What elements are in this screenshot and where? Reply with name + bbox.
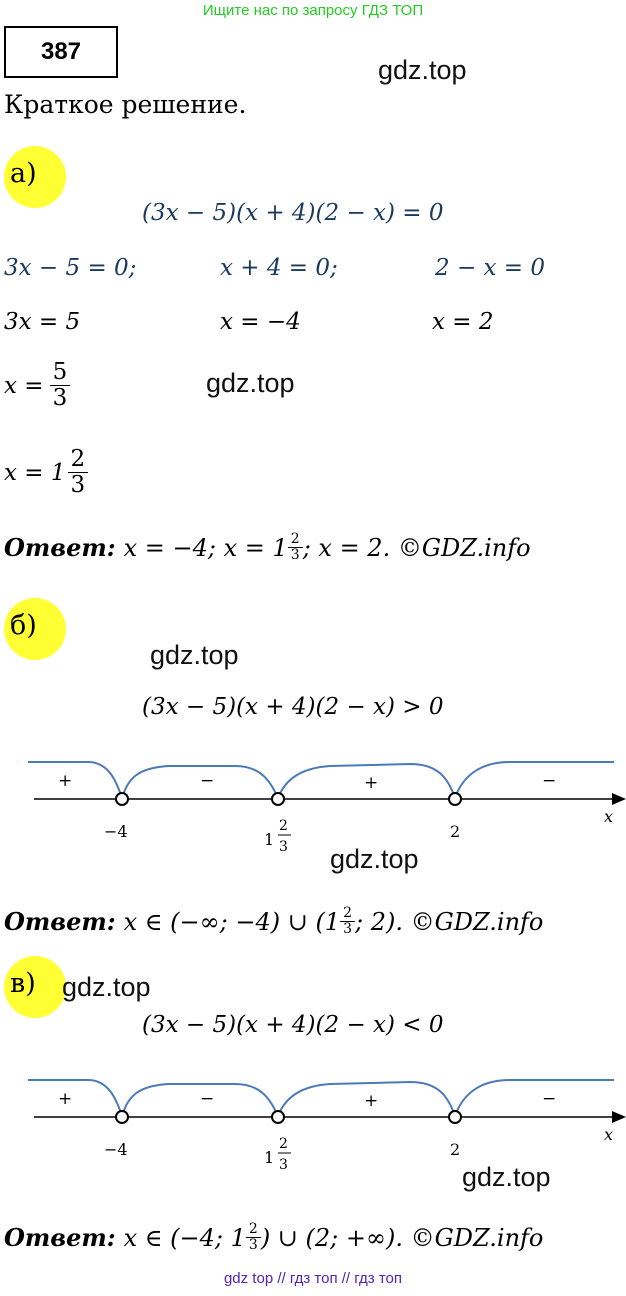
part-c-tick-neg4: −4: [104, 1140, 128, 1159]
part-b-axis-label: x: [604, 807, 613, 826]
part-a-frac-num: 5: [49, 359, 71, 387]
part-a-answer-fraction: 2 3: [287, 531, 303, 564]
part-b-answer-label: Ответ:: [4, 907, 116, 937]
part-b-sign-4: −: [542, 771, 556, 791]
part-c-answer: Ответ: x ∈ (−4; 1 2 3 ) ∪ (2; +∞). ©GDZ.…: [4, 1221, 544, 1254]
part-a-eq3: 2 − x = 0: [435, 255, 546, 281]
part-a-fraction: 5 3: [49, 359, 71, 412]
part-b-sign-1: +: [58, 771, 72, 791]
part-b-number-line: + − + − −4 1 2 3 2 x: [28, 761, 626, 855]
part-c-answer-text2: ) ∪ (2; +∞). ©GDZ.info: [260, 1223, 544, 1252]
part-b-answer-frac-num: 2: [340, 905, 355, 923]
part-b-marker: [4, 598, 66, 660]
part-c-label: в): [10, 968, 36, 999]
part-b-tick-neg4: −4: [104, 822, 128, 841]
part-c-tick-frac-num: 2: [279, 1136, 288, 1152]
part-b-answer-text1: x ∈ (−∞; −4) ∪ (1: [123, 907, 341, 936]
part-b-answer-frac-den: 3: [343, 921, 352, 938]
part-c-sign-1: +: [58, 1089, 72, 1109]
problem-number: 387: [4, 26, 118, 78]
part-b-sign-3: +: [364, 773, 378, 793]
solution-title: Краткое решение.: [4, 90, 247, 119]
part-a-step2: x = −4: [220, 309, 301, 335]
part-b-answer: Ответ: x ∈ (−∞; −4) ∪ (1 2 3 ; 2). ©GDZ.…: [4, 905, 544, 938]
part-a-label: а): [10, 158, 37, 189]
part-a-mixed-line: x = 1 2 3: [4, 446, 89, 499]
part-c-inequality: (3x − 5)(x + 4)(2 − x) < 0: [142, 1012, 444, 1038]
part-c-tick-1: 1: [264, 1148, 274, 1167]
part-a-mixed-num: 2: [67, 446, 89, 474]
watermark: gdz.top: [206, 368, 295, 398]
part-a-marker: [4, 146, 66, 208]
part-a-answer: Ответ: x = −4; x = 1 2 3 ; x = 2. ©GDZ.i…: [4, 531, 531, 564]
part-a-step3: x = 2: [432, 309, 494, 335]
part-c-answer-text1: x ∈ (−4; 1: [123, 1223, 246, 1252]
part-b-tick-1: 1: [264, 830, 274, 849]
part-a-x-eq: x =: [4, 372, 44, 399]
part-c-tick-frac-den: 3: [279, 1157, 288, 1173]
part-c-sign-4: −: [542, 1089, 556, 1109]
part-a-frac-den: 3: [52, 385, 68, 412]
part-a-mixed-prefix: x = 1: [4, 459, 66, 486]
part-a-answer-text2: ; x = 2. ©GDZ.info: [302, 533, 531, 562]
part-b-answer-text2: ; 2). ©GDZ.info: [355, 907, 544, 936]
part-b-tick-2: 2: [450, 822, 460, 841]
footer-links[interactable]: gdz top // гдз топ // гдз топ: [223, 1270, 403, 1287]
part-a-step1: 3x = 5: [4, 309, 81, 335]
part-b-tick-frac-num: 2: [279, 818, 288, 834]
part-a-eq2: x + 4 = 0;: [220, 255, 338, 281]
watermark: gdz.top: [150, 640, 239, 670]
part-a-answer-label: Ответ:: [4, 533, 116, 563]
part-b-tick-frac-den: 3: [279, 839, 288, 855]
part-a-mixed-den: 3: [70, 472, 86, 499]
part-a-answer-frac-den: 3: [290, 547, 300, 564]
part-c-number-line: + − + − −4 1 2 3 2 x: [28, 1079, 626, 1173]
part-a-answer-text1: x = −4; x = 1: [123, 533, 288, 562]
part-c-answer-frac-den: 3: [248, 1237, 258, 1254]
part-a-fraction-line: x = 5 3: [4, 359, 71, 412]
part-a-equation: (3x − 5)(x + 4)(2 − x) = 0: [142, 200, 444, 226]
part-b-inequality: (3x − 5)(x + 4)(2 − x) > 0: [142, 694, 444, 720]
part-a-answer-frac-num: 2: [287, 531, 303, 549]
part-c-axis-label: x: [604, 1125, 613, 1144]
watermark: gdz.top: [378, 55, 467, 85]
part-c-marker: [4, 956, 66, 1018]
part-c-answer-frac-num: 2: [245, 1221, 261, 1239]
watermark: gdz.top: [62, 972, 151, 1002]
part-b-sign-2: −: [200, 771, 214, 791]
part-a-mixed-fraction: 2 3: [67, 446, 89, 499]
part-c-tick-2: 2: [450, 1140, 460, 1159]
part-c-answer-label: Ответ:: [4, 1223, 116, 1253]
watermark: gdz.top: [462, 1162, 551, 1192]
part-c-sign-2: −: [200, 1089, 214, 1109]
part-b-answer-fraction: 2 3: [340, 905, 355, 938]
top-banner: Ищите нас по запросу ГДЗ ТОП: [202, 2, 424, 19]
part-b-label: б): [10, 610, 37, 641]
part-a-eq1: 3x − 5 = 0;: [4, 255, 137, 281]
watermark: gdz.top: [330, 844, 419, 874]
part-c-answer-fraction: 2 3: [245, 1221, 261, 1254]
part-c-sign-3: +: [364, 1091, 378, 1111]
